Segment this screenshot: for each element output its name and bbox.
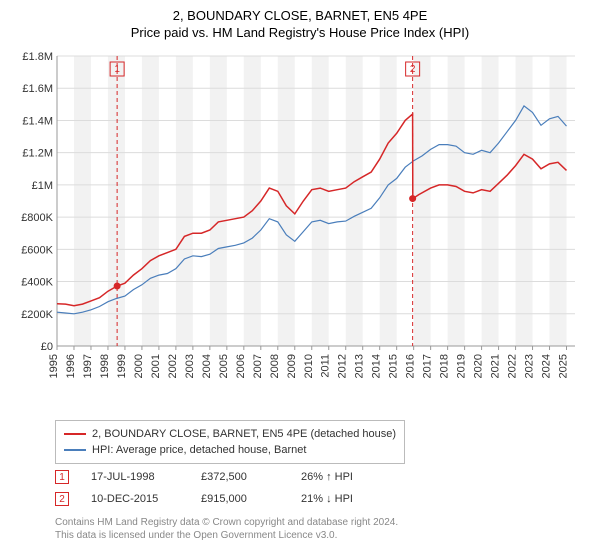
sales-date: 10-DEC-2015	[91, 493, 201, 505]
footnote-line: This data is licensed under the Open Gov…	[55, 529, 398, 542]
svg-text:1998: 1998	[99, 354, 111, 378]
legend-item: 2, BOUNDARY CLOSE, BARNET, EN5 4PE (deta…	[64, 426, 396, 442]
svg-text:1997: 1997	[82, 354, 94, 378]
footnote-line: Contains HM Land Registry data © Crown c…	[55, 516, 398, 529]
legend-swatch	[64, 449, 86, 451]
svg-text:2019: 2019	[456, 354, 468, 378]
chart-container: 2, BOUNDARY CLOSE, BARNET, EN5 4PE Price…	[0, 0, 600, 560]
svg-text:2021: 2021	[490, 354, 502, 378]
sales-price: £915,000	[201, 493, 301, 505]
svg-text:1995: 1995	[48, 354, 60, 378]
sales-pct: 21% ↓ HPI	[301, 493, 421, 505]
legend-label: 2, BOUNDARY CLOSE, BARNET, EN5 4PE (deta…	[92, 426, 396, 442]
svg-text:2003: 2003	[184, 354, 196, 378]
footnote: Contains HM Land Registry data © Crown c…	[55, 516, 398, 542]
sales-row: 2 10-DEC-2015 £915,000 21% ↓ HPI	[55, 488, 421, 510]
svg-text:2008: 2008	[269, 354, 281, 378]
legend: 2, BOUNDARY CLOSE, BARNET, EN5 4PE (deta…	[55, 420, 405, 464]
svg-text:2010: 2010	[303, 354, 315, 378]
svg-text:2009: 2009	[286, 354, 298, 378]
svg-text:£800K: £800K	[21, 212, 53, 224]
svg-text:£400K: £400K	[21, 277, 53, 289]
svg-text:2002: 2002	[167, 354, 179, 378]
svg-text:2020: 2020	[473, 354, 485, 378]
svg-text:£200K: £200K	[21, 309, 53, 321]
legend-swatch	[64, 433, 86, 435]
svg-text:2005: 2005	[218, 354, 230, 378]
sales-marker-icon: 1	[55, 470, 69, 484]
svg-text:£1.6M: £1.6M	[22, 83, 53, 95]
chart-subtitle: Price paid vs. HM Land Registry's House …	[0, 23, 600, 46]
svg-text:£1.8M: £1.8M	[22, 51, 53, 63]
svg-text:2006: 2006	[235, 354, 247, 378]
svg-text:2000: 2000	[133, 354, 145, 378]
svg-text:2016: 2016	[405, 354, 417, 378]
legend-label: HPI: Average price, detached house, Barn…	[92, 442, 306, 458]
sales-marker-icon: 2	[55, 492, 69, 506]
line-chart-svg: £0 £200K £400K £600K £800K £1M £1.2M £1.4M £1.6M…	[15, 46, 585, 406]
sales-table: 1 17-JUL-1998 £372,500 26% ↑ HPI 2 10-DE…	[55, 466, 421, 510]
svg-text:2011: 2011	[320, 354, 332, 378]
chart-title: 2, BOUNDARY CLOSE, BARNET, EN5 4PE	[0, 0, 600, 23]
svg-text:2004: 2004	[201, 354, 213, 378]
sales-row: 1 17-JUL-1998 £372,500 26% ↑ HPI	[55, 466, 421, 488]
svg-text:1999: 1999	[116, 354, 128, 378]
svg-text:2: 2	[410, 64, 416, 75]
legend-item: HPI: Average price, detached house, Barn…	[64, 442, 396, 458]
svg-text:2013: 2013	[354, 354, 366, 378]
svg-text:2014: 2014	[371, 354, 383, 378]
sales-pct: 26% ↑ HPI	[301, 471, 421, 483]
sales-date: 17-JUL-1998	[91, 471, 201, 483]
svg-text:2007: 2007	[252, 354, 264, 378]
svg-text:2017: 2017	[422, 354, 434, 378]
svg-text:2024: 2024	[541, 354, 553, 378]
svg-text:2001: 2001	[150, 354, 162, 378]
svg-text:2022: 2022	[507, 354, 519, 378]
svg-text:2012: 2012	[337, 354, 349, 378]
svg-text:1996: 1996	[65, 354, 77, 378]
svg-text:£1.2M: £1.2M	[22, 148, 53, 160]
svg-text:£600K: £600K	[21, 244, 53, 256]
svg-text:2025: 2025	[558, 354, 570, 378]
svg-text:£1M: £1M	[32, 180, 53, 192]
svg-text:£1.4M: £1.4M	[22, 115, 53, 127]
svg-text:1: 1	[114, 64, 120, 75]
svg-text:£0: £0	[41, 341, 53, 353]
svg-text:2015: 2015	[388, 354, 400, 378]
svg-text:2023: 2023	[524, 354, 536, 378]
chart-plot-area: £0 £200K £400K £600K £800K £1M £1.2M £1.4M £1.6M…	[15, 46, 585, 406]
svg-text:2018: 2018	[439, 354, 451, 378]
sales-price: £372,500	[201, 471, 301, 483]
